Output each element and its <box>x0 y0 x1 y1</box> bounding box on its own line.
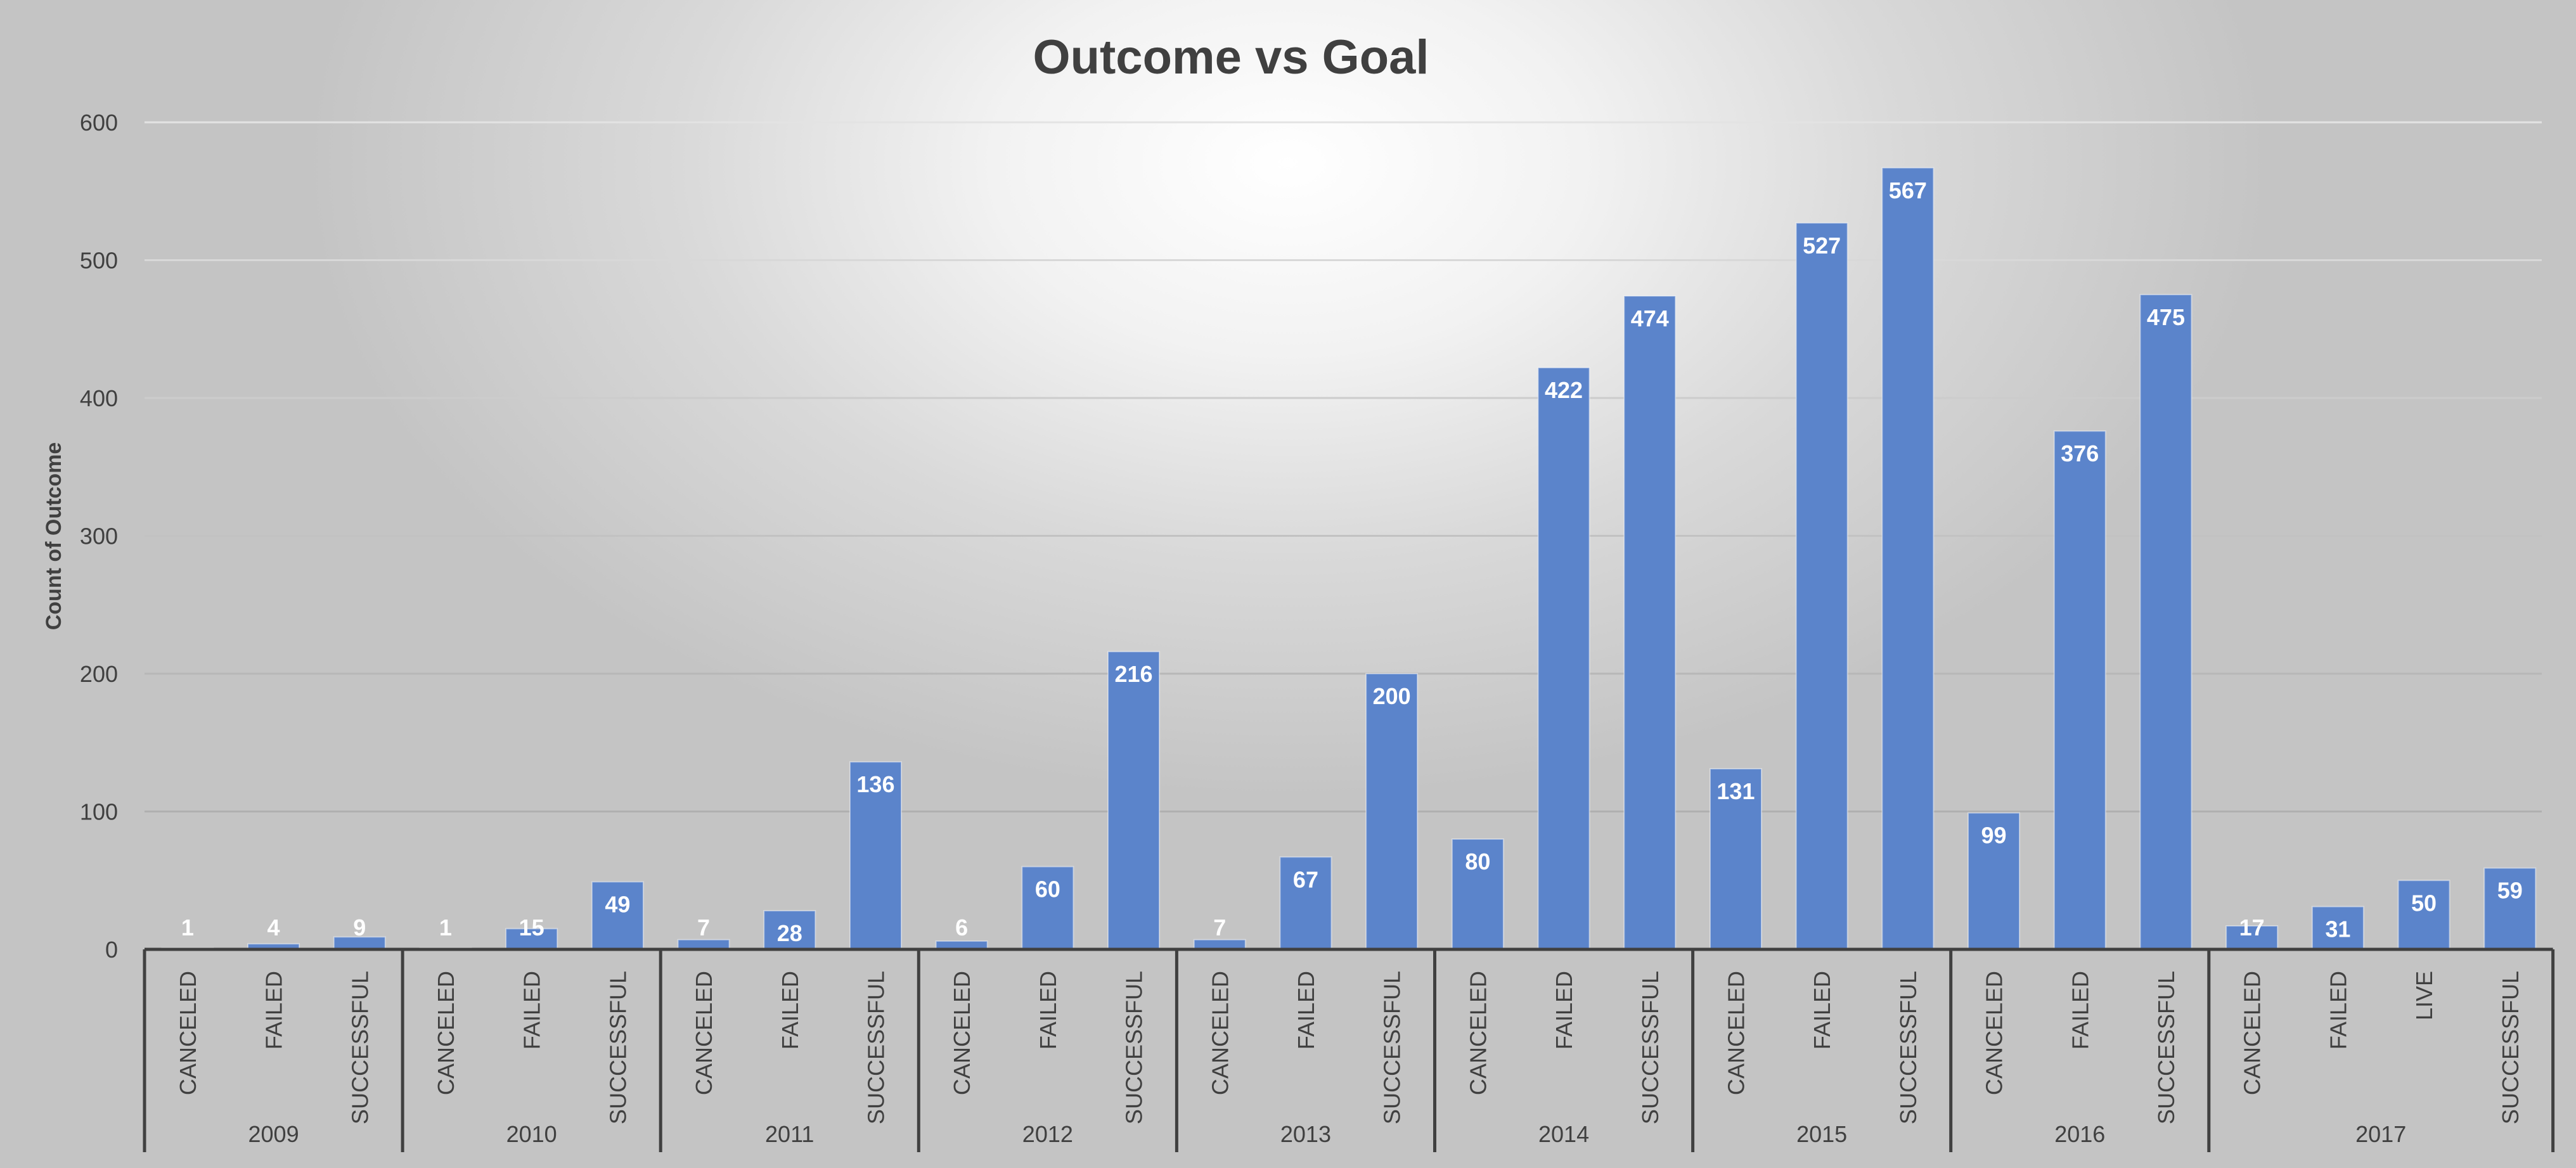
x-category-label: CANCELED <box>1207 971 1233 1095</box>
bar <box>1365 673 1419 950</box>
x-category-label: SUCCESSFUL <box>605 971 631 1124</box>
bar <box>1279 856 1332 951</box>
data-label: 216 <box>1115 661 1153 687</box>
x-category-label: SUCCESSFUL <box>1895 971 1921 1124</box>
data-label: 1 <box>439 915 452 940</box>
bar <box>2397 880 2450 950</box>
x-group-label: 2014 <box>1538 1121 1589 1147</box>
data-label: 475 <box>2147 304 2185 330</box>
bar <box>1107 651 1161 950</box>
data-label: 60 <box>1035 876 1060 902</box>
data-label: 567 <box>1889 177 1927 203</box>
x-category-label: SUCCESSFUL <box>2153 971 2179 1124</box>
data-label: 422 <box>1545 377 1583 403</box>
x-category-label: CANCELED <box>1723 971 1749 1095</box>
data-label: 474 <box>1631 305 1669 331</box>
x-group-label: 2010 <box>506 1121 557 1147</box>
bar <box>1709 768 1762 950</box>
data-label: 7 <box>697 915 710 940</box>
x-group-label: 2013 <box>1280 1121 1331 1147</box>
data-label: 99 <box>1981 823 2007 849</box>
x-category-label: CANCELED <box>1465 971 1491 1095</box>
bar <box>1451 838 1504 950</box>
bar <box>2311 906 2364 950</box>
x-group-label: 2012 <box>1022 1121 1073 1147</box>
data-label: 80 <box>1465 849 1490 875</box>
y-tick-label: 600 <box>80 110 118 136</box>
y-tick-label: 500 <box>80 248 118 274</box>
data-label: 200 <box>1373 683 1411 709</box>
bar <box>1795 222 1848 950</box>
x-category-label: CANCELED <box>2239 971 2265 1095</box>
bar <box>1537 367 1590 950</box>
x-category-label: SUCCESSFUL <box>1637 971 1663 1124</box>
data-label: 4 <box>267 915 280 940</box>
x-category-label: SUCCESSFUL <box>863 971 889 1124</box>
x-category-label: SUCCESSFUL <box>1379 971 1405 1124</box>
y-axis-label: Count of Outcome <box>42 442 66 631</box>
bar <box>591 881 644 951</box>
x-category-label: CANCELED <box>949 971 975 1095</box>
data-label: 131 <box>1716 778 1755 804</box>
data-label: 50 <box>2411 890 2437 916</box>
data-label: 527 <box>1803 233 1841 259</box>
bar <box>1881 167 1935 950</box>
x-category-label: SUCCESSFUL <box>347 971 373 1124</box>
data-label: 59 <box>2497 878 2523 904</box>
data-label: 9 <box>353 915 366 940</box>
bar <box>1623 295 1677 950</box>
data-label: 376 <box>2061 440 2099 466</box>
x-category-label: FAILED <box>1809 971 1835 1049</box>
x-group-label: 2016 <box>2054 1121 2105 1147</box>
x-category-label: LIVE <box>2411 971 2437 1020</box>
bar <box>2225 925 2279 951</box>
x-group-label: 2011 <box>765 1121 814 1147</box>
chart-title: Outcome vs Goal <box>1033 30 1429 84</box>
data-label: 31 <box>2325 916 2350 942</box>
x-category-label: CANCELED <box>175 971 201 1095</box>
x-category-label: FAILED <box>2067 971 2093 1049</box>
y-tick-label: 100 <box>80 799 118 825</box>
x-category-label: CANCELED <box>1981 971 2007 1095</box>
data-label: 7 <box>1213 915 1226 940</box>
x-category-label: FAILED <box>519 971 545 1049</box>
data-label: 49 <box>605 891 630 917</box>
bar <box>1021 866 1074 950</box>
x-category-label: FAILED <box>1293 971 1319 1049</box>
x-category-label: CANCELED <box>691 971 717 1095</box>
data-label: 136 <box>856 771 894 797</box>
x-category-label: CANCELED <box>433 971 459 1095</box>
y-axis-ticks: 0 100 200 300 400 500 600 <box>80 110 118 963</box>
y-tick-label: 300 <box>80 523 118 549</box>
y-tick-label: 0 <box>105 937 118 963</box>
x-category-label: SUCCESSFUL <box>1121 971 1147 1124</box>
x-group-label: 2009 <box>248 1121 299 1147</box>
bar <box>2139 293 2193 950</box>
x-category-label: FAILED <box>261 971 287 1049</box>
x-axis: CANCELED FAILED SUCCESSFUL 2009 CANCELED FAIL… <box>143 947 2555 1152</box>
x-category-label: SUCCESSFUL <box>2497 971 2523 1124</box>
x-group-label: 2015 <box>1796 1121 1847 1147</box>
x-group-label: 2017 <box>2355 1121 2406 1147</box>
data-label: 6 <box>955 915 968 940</box>
x-category-label: FAILED <box>2325 971 2351 1049</box>
data-label: 28 <box>777 920 802 946</box>
x-category-label: FAILED <box>1551 971 1577 1049</box>
bar <box>1967 812 2021 951</box>
bar <box>763 910 816 950</box>
bar <box>849 761 902 950</box>
y-tick-label: 200 <box>80 661 118 687</box>
x-category-label: FAILED <box>777 971 803 1049</box>
data-label: 67 <box>1293 866 1318 892</box>
x-category-label: FAILED <box>1035 971 1061 1049</box>
bar <box>2483 867 2537 951</box>
data-label: 15 <box>519 915 544 940</box>
bar <box>2053 430 2106 950</box>
data-label: 17 <box>2239 915 2265 940</box>
data-label: 1 <box>181 915 194 940</box>
y-tick-label: 400 <box>80 385 118 411</box>
